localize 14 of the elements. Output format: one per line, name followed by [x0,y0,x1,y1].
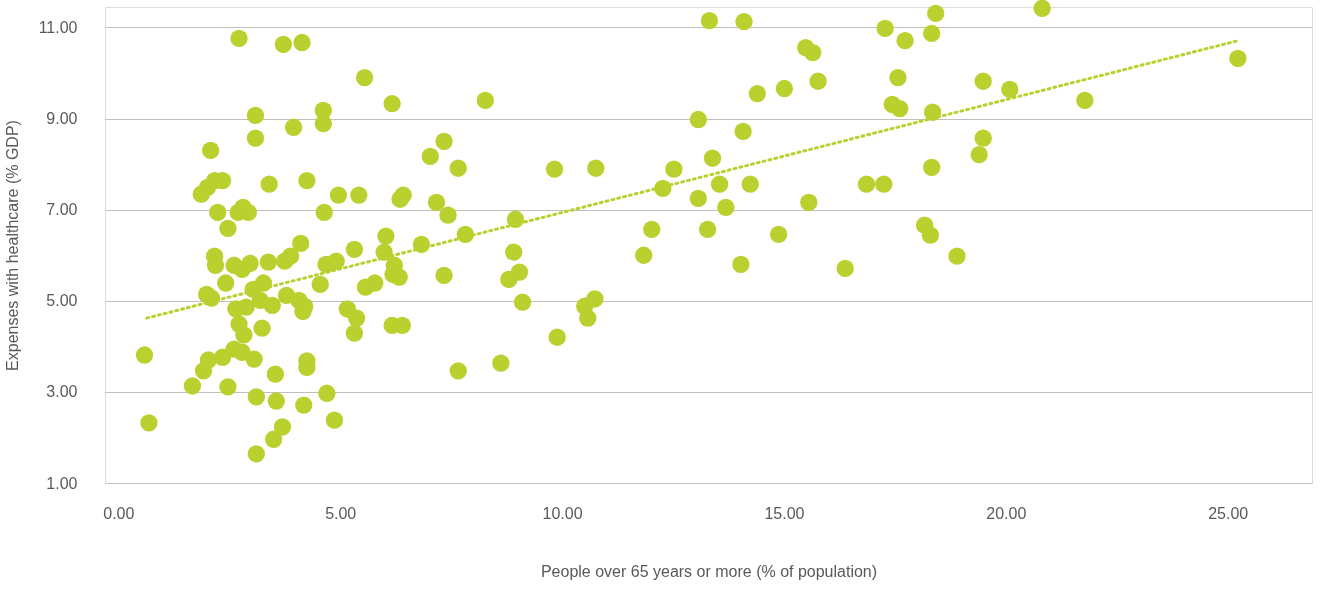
y-tick-label: 5.00 [46,292,78,310]
x-tick-label: 0.00 [103,504,135,522]
x-tick-label: 10.00 [542,504,583,522]
x-tick-label: 25.00 [1208,504,1249,522]
x-tick-label: 15.00 [764,504,805,522]
x-tick-label: 5.00 [325,504,357,522]
x-axis-title: People over 65 years or more (% of population) [540,562,878,580]
y-tick-label: 9.00 [46,110,78,128]
y-tick-label: 1.00 [46,474,78,492]
y-axis-title: Expenses with healthcare (% GDP) [3,120,21,371]
y-tick-label: 7.00 [46,201,78,219]
x-tick-label: 20.00 [986,504,1027,522]
y-tick-label: 3.00 [46,383,78,401]
y-tick-label: 11.00 [38,19,78,36]
